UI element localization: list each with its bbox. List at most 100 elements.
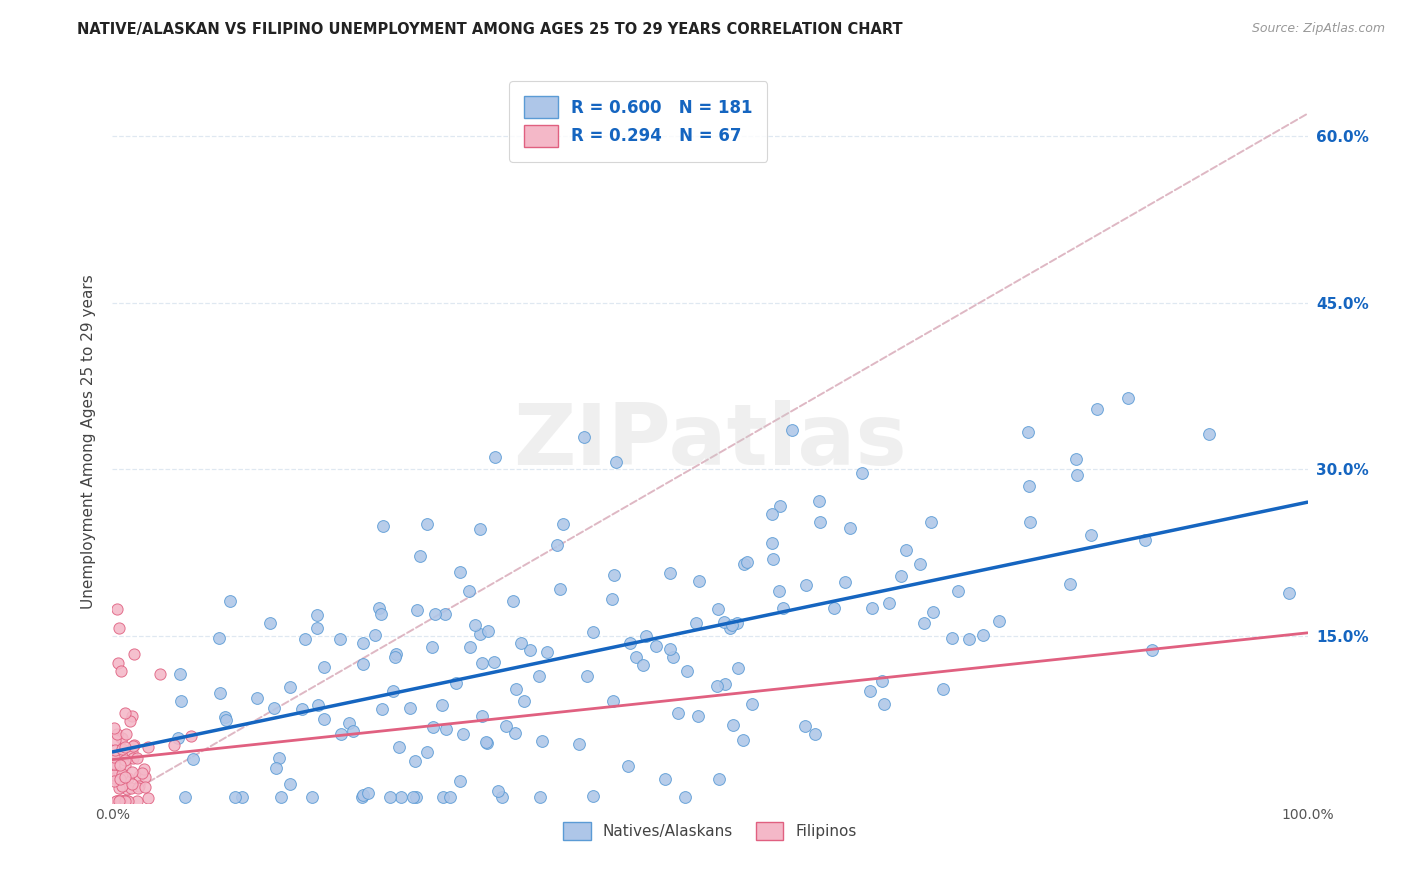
Point	[772, 601, 794, 615]
Point	[603, 568, 626, 582]
Point	[1278, 586, 1301, 600]
Point	[633, 658, 655, 673]
Point	[546, 538, 568, 552]
Point	[686, 708, 709, 723]
Point	[170, 694, 193, 708]
Point	[127, 794, 149, 808]
Point	[574, 430, 596, 444]
Point	[121, 739, 143, 754]
Point	[446, 676, 468, 690]
Point	[1059, 576, 1081, 591]
Point	[180, 729, 202, 743]
Point	[352, 788, 374, 802]
Point	[470, 626, 492, 640]
Point	[720, 621, 742, 635]
Point	[105, 750, 128, 764]
Point	[103, 721, 125, 735]
Point	[352, 790, 374, 805]
Point	[124, 738, 146, 752]
Point	[364, 628, 387, 642]
Point	[658, 641, 681, 656]
Point	[127, 751, 149, 765]
Point	[108, 794, 131, 808]
Point	[576, 669, 599, 683]
Point	[127, 780, 149, 795]
Point	[215, 714, 238, 728]
Point	[1140, 643, 1163, 657]
Point	[733, 558, 755, 572]
Point	[104, 733, 127, 747]
Point	[103, 771, 125, 785]
Point	[402, 790, 425, 805]
Point	[110, 664, 132, 678]
Point	[108, 772, 131, 786]
Point	[458, 640, 481, 655]
Point	[636, 629, 658, 643]
Point	[527, 668, 550, 682]
Point	[721, 617, 744, 632]
Point	[624, 650, 647, 665]
Point	[110, 757, 132, 772]
Point	[582, 789, 605, 804]
Point	[103, 750, 125, 764]
Point	[108, 780, 131, 795]
Point	[263, 700, 285, 714]
Point	[600, 592, 623, 607]
Point	[582, 625, 605, 640]
Point	[278, 680, 301, 694]
Point	[115, 782, 138, 797]
Point	[434, 607, 457, 622]
Point	[860, 601, 883, 615]
Point	[134, 770, 156, 784]
Point	[644, 639, 666, 653]
Point	[405, 790, 427, 805]
Point	[121, 745, 143, 759]
Point	[725, 616, 748, 631]
Point	[112, 794, 135, 808]
Point	[491, 790, 513, 805]
Point	[458, 583, 481, 598]
Point	[294, 632, 316, 647]
Point	[922, 606, 945, 620]
Point	[337, 715, 360, 730]
Point	[105, 727, 128, 741]
Point	[839, 521, 862, 535]
Point	[122, 647, 145, 661]
Point	[114, 753, 136, 767]
Point	[471, 657, 494, 671]
Point	[181, 752, 204, 766]
Point	[121, 777, 143, 791]
Point	[122, 751, 145, 765]
Point	[111, 767, 134, 781]
Point	[449, 774, 471, 789]
Point	[120, 781, 142, 796]
Point	[224, 790, 246, 805]
Point	[654, 772, 676, 786]
Point	[104, 742, 127, 756]
Point	[434, 722, 457, 736]
Point	[108, 765, 131, 780]
Point	[329, 632, 352, 647]
Point	[120, 714, 142, 729]
Point	[307, 621, 329, 635]
Point	[246, 691, 269, 706]
Point	[378, 790, 401, 805]
Point	[110, 742, 132, 756]
Point	[371, 702, 394, 716]
Point	[307, 698, 329, 713]
Point	[107, 657, 129, 671]
Point	[946, 583, 969, 598]
Point	[121, 764, 143, 779]
Point	[519, 642, 541, 657]
Point	[707, 772, 730, 787]
Point	[873, 697, 896, 711]
Point	[128, 779, 150, 793]
Point	[269, 751, 291, 765]
Point	[103, 774, 125, 789]
Point	[219, 594, 242, 608]
Point	[404, 754, 426, 768]
Point	[367, 600, 389, 615]
Point	[117, 771, 139, 785]
Point	[208, 631, 231, 645]
Point	[548, 582, 571, 597]
